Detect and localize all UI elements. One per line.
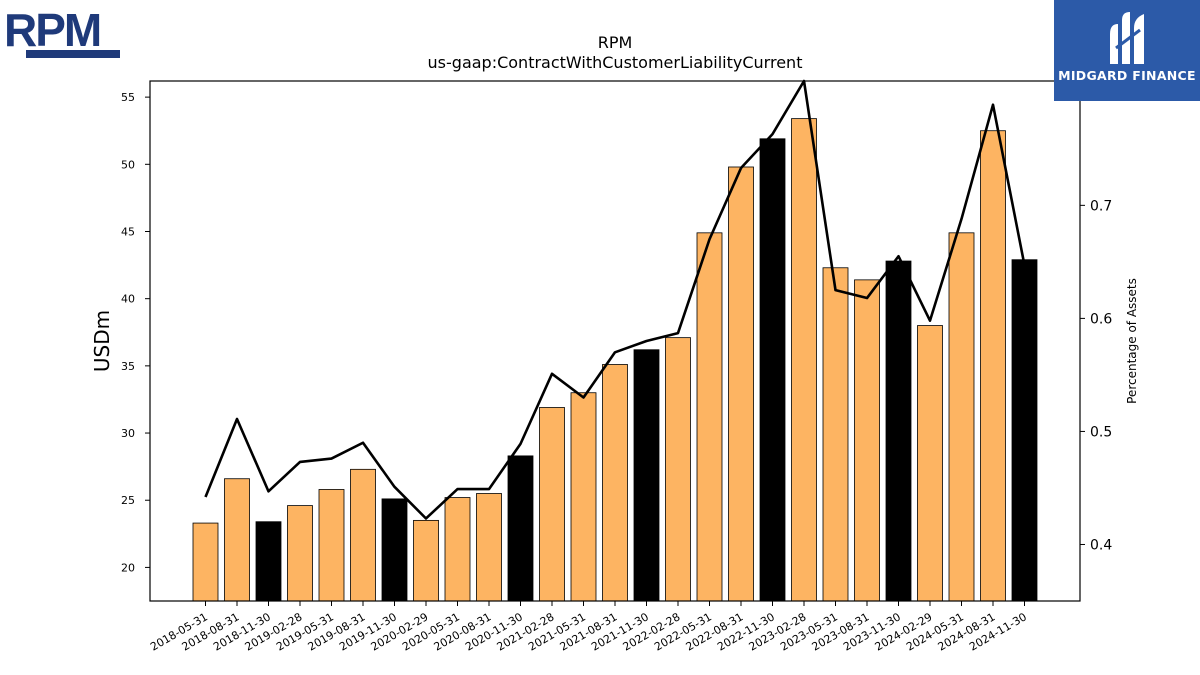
bar-2020-08-31 xyxy=(476,493,502,602)
bar-2023-11-30 xyxy=(885,260,912,602)
bar-2019-05-31 xyxy=(318,489,345,602)
bar-2019-02-28 xyxy=(287,505,313,602)
bar-2021-08-31 xyxy=(602,364,628,602)
bar-2024-02-29 xyxy=(917,325,943,602)
bar-2018-05-31 xyxy=(192,522,219,602)
y-left-tick-label: 20 xyxy=(121,561,135,574)
y-axis-label-right: Percentage of Assets xyxy=(1125,278,1139,404)
y-axis-label-left: USDm xyxy=(90,310,114,372)
y-left-tick-label: 35 xyxy=(121,360,135,373)
bar-2018-08-31 xyxy=(224,478,250,602)
assets-percentage-line xyxy=(204,79,1026,520)
bar-2020-05-31 xyxy=(444,497,471,602)
bar-2021-11-30 xyxy=(633,349,660,602)
bar-2023-05-31 xyxy=(822,267,849,602)
bar-2019-11-30 xyxy=(381,498,408,602)
bar-2019-08-31 xyxy=(350,468,376,602)
bar-2022-05-31 xyxy=(696,232,723,602)
midgard-logo-mark xyxy=(1110,12,1144,64)
bar-2023-08-31 xyxy=(854,279,880,602)
chart-subtitle: us-gaap:ContractWithCustomerLiabilityCur… xyxy=(428,53,803,72)
bar-2021-05-31 xyxy=(570,392,597,602)
bar-2018-11-30 xyxy=(255,521,282,602)
rpm-logo-mark: RPM xyxy=(4,4,120,58)
y-left-tick-label: 30 xyxy=(121,427,135,440)
bar-2022-08-31 xyxy=(728,166,754,602)
y-left-tick-label: 45 xyxy=(121,225,135,238)
bar-2021-02-28 xyxy=(539,407,565,602)
y-right-tick-label: 0.7 xyxy=(1090,198,1112,214)
chart-title: RPM xyxy=(598,33,633,52)
y-right-tick-label: 0.6 xyxy=(1090,311,1112,327)
bar-2024-11-30 xyxy=(1011,259,1038,602)
bars-layer xyxy=(192,118,1038,602)
bar-2023-02-28 xyxy=(791,118,817,602)
y-left-tick-label: 55 xyxy=(121,91,135,104)
bar-2020-11-30 xyxy=(507,455,534,602)
bar-2022-02-28 xyxy=(665,337,691,602)
y-left-tick-label: 25 xyxy=(121,494,135,507)
y-left-axis: 20 25 30 35 40 45 50 55 xyxy=(121,91,150,574)
y-right-tick-label: 0.4 xyxy=(1090,537,1112,553)
x-axis: 2018-05-312018-08-312018-11-302019-02-28… xyxy=(148,601,1029,654)
rpm-logo: RPM xyxy=(4,4,122,62)
line-layer xyxy=(204,79,1026,520)
y-right-axis: 0.40.50.60.70.8 xyxy=(1080,85,1112,553)
y-left-tick-label: 50 xyxy=(121,158,135,171)
midgard-finance-logo: MIDGARD FINANCE xyxy=(1054,0,1200,101)
bar-2024-05-31 xyxy=(948,232,975,602)
svg-text:RPM: RPM xyxy=(4,4,100,56)
y-right-tick-label: 0.5 xyxy=(1090,424,1112,440)
bar-2020-02-29 xyxy=(413,519,439,602)
midgard-logo-text: MIDGARD FINANCE xyxy=(1058,68,1196,83)
bar-2024-08-31 xyxy=(980,130,1006,602)
y-left-tick-label: 40 xyxy=(121,293,135,306)
bar-2022-11-30 xyxy=(759,138,786,602)
